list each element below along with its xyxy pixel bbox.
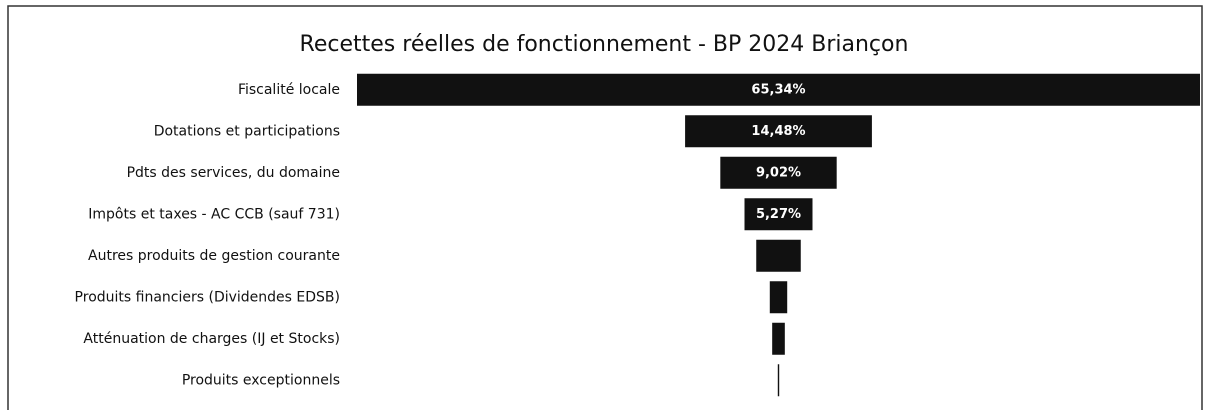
category-label: Produits exceptionnels (182, 372, 340, 388)
funnel-bar (756, 239, 801, 272)
chart-border (7, 5, 1203, 410)
value-label: 9,02% (756, 165, 801, 180)
funnel-bar (777, 364, 780, 397)
category-label: Fiscalité locale (238, 82, 340, 98)
value-label: 14,48% (751, 124, 805, 139)
chart-title: Recettes réelles de fonctionnement - BP … (300, 32, 909, 57)
category-label: Dotations et participations (154, 123, 340, 139)
funnel-bar (769, 281, 788, 314)
value-label: 65,34% (751, 82, 805, 97)
funnel-bar (357, 73, 1200, 106)
funnel-bar (720, 156, 837, 189)
category-label: Pdts des services, du domaine (127, 165, 340, 181)
category-label: Impôts et taxes - AC CCB (sauf 731) (88, 206, 340, 222)
funnel-bar (744, 198, 813, 231)
funnel-bar (772, 322, 785, 355)
funnel-bar (685, 115, 872, 148)
value-label: 5,27% (756, 207, 801, 222)
category-label: Autres produits de gestion courante (88, 248, 340, 264)
category-label: Produits financiers (Dividendes EDSB) (75, 289, 340, 305)
category-label: Atténuation de charges (IJ et Stocks) (83, 331, 340, 347)
